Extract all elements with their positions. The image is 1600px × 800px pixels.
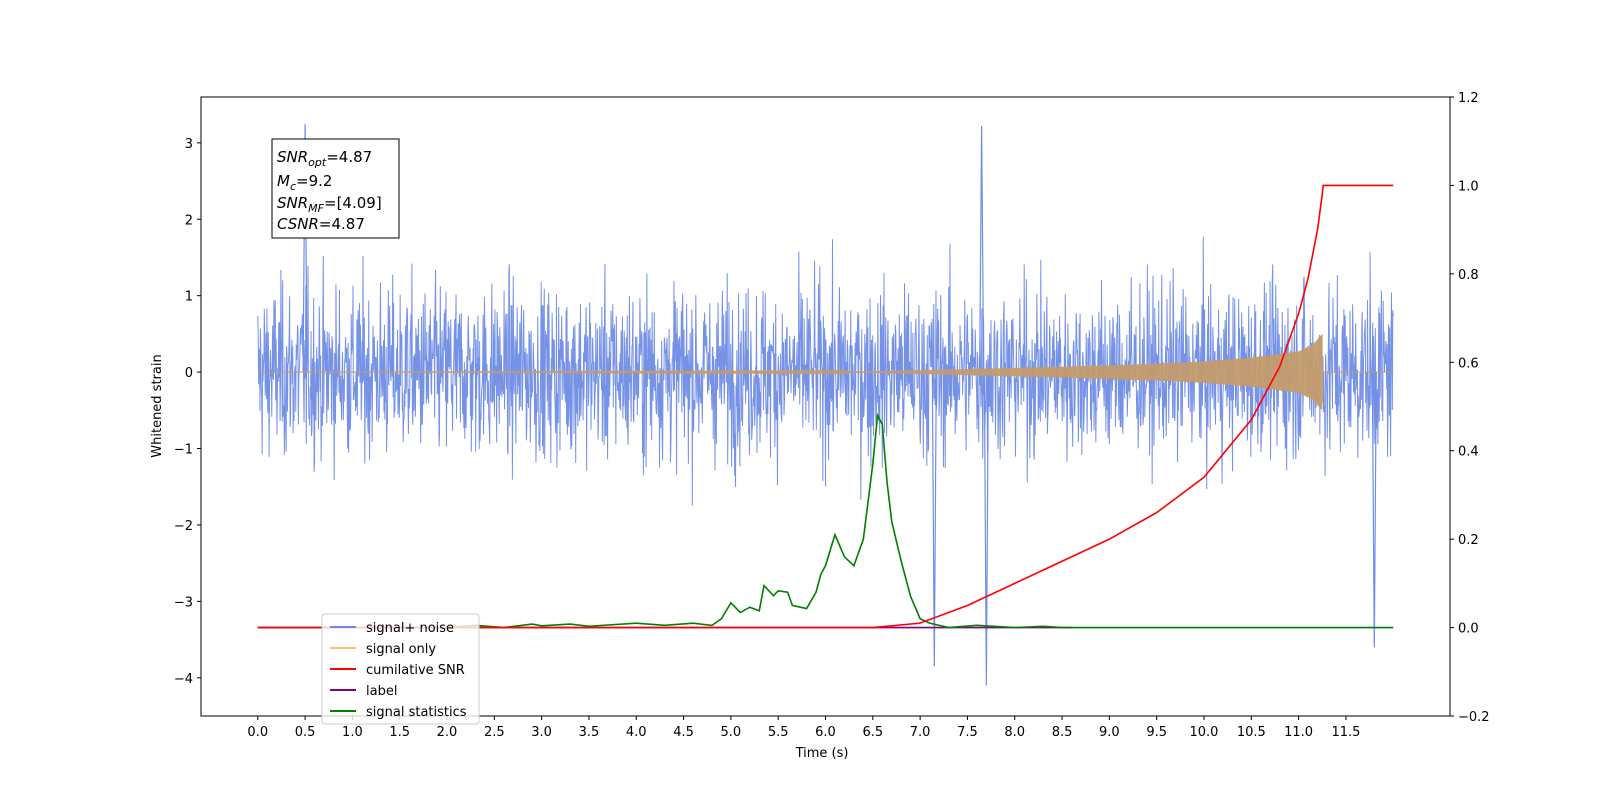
- x-tick-label: 9.0: [1099, 725, 1120, 740]
- x-tick-label: 4.0: [626, 725, 647, 740]
- y-right-tick-label: 0.4: [1458, 445, 1479, 460]
- x-tick-label: 6.0: [815, 725, 836, 740]
- x-tick-label: 2.5: [484, 725, 505, 740]
- x-tick-label: 1.0: [342, 725, 363, 740]
- noise-spike: [1371, 372, 1377, 648]
- signal-only-trace: [257, 334, 1394, 410]
- x-tick-label: 9.5: [1146, 725, 1167, 740]
- left-y-axis: 3 2 1 0 −1 −2 −3 −4: [174, 137, 201, 687]
- x-tick-label: 7.5: [957, 725, 978, 740]
- signal-only-line: [257, 334, 1394, 410]
- noise-spike: [983, 372, 989, 686]
- legend: signal+ noise signal only cumilative SNR la…: [321, 613, 480, 725]
- x-tick-label: 8.5: [1052, 725, 1073, 740]
- y-left-tick-label: 1: [185, 290, 193, 305]
- y-right-tick-label: −0.2: [1458, 710, 1490, 725]
- x-axis-label: Time (s): [795, 746, 849, 761]
- info-box-frame: [271, 138, 400, 239]
- x-tick-label: 5.5: [768, 725, 789, 740]
- x-tick-label: 0.5: [295, 725, 316, 740]
- x-tick-label: 7.0: [910, 725, 931, 740]
- y-right-tick-label: 1.2: [1458, 91, 1479, 106]
- y-right-tick-label: 0.0: [1458, 622, 1479, 637]
- right-y-axis: 1.2 1.0 0.8 0.6 0.4 0.2 0.0 −0.2: [1450, 91, 1490, 725]
- legend-label: signal statistics: [366, 705, 467, 720]
- x-tick-label: 8.0: [1004, 725, 1025, 740]
- info-box: SNRopt=4.87 Mc=9.2 SNRMF=[4.09] CSNR=4.8…: [271, 138, 400, 239]
- info-mc: Mc=9.2: [277, 172, 332, 193]
- x-tick-label: 2.0: [437, 725, 458, 740]
- x-tick-label: 11.0: [1284, 725, 1313, 740]
- legend-label: cumilative SNR: [366, 663, 465, 678]
- legend-label: signal+ noise: [366, 621, 454, 636]
- x-tick-label: 1.5: [389, 725, 410, 740]
- x-tick-label: 0.0: [247, 725, 268, 740]
- x-tick-label: 10.0: [1190, 725, 1219, 740]
- legend-frame: [321, 613, 480, 725]
- cumilative-snr-line: [257, 184, 1394, 629]
- y-left-tick-label: 0: [185, 366, 193, 381]
- x-tick-label: 11.5: [1331, 725, 1360, 740]
- x-tick-label: 5.0: [721, 725, 742, 740]
- x-tick-label: 6.5: [862, 725, 883, 740]
- y-left-tick-label: 3: [185, 137, 193, 152]
- y-right-tick-label: 0.8: [1458, 268, 1479, 283]
- y-left-tick-label: −2: [174, 519, 193, 534]
- y-right-tick-label: 0.2: [1458, 533, 1479, 548]
- x-axis: 0.0 0.5 1.0 1.5 2.0 2.5 3.0 3.5 4.0 4.5 5.0 5.5 6.0 6…: [247, 716, 1360, 740]
- noise-spike: [979, 126, 985, 373]
- y-left-tick-label: −3: [174, 595, 193, 610]
- legend-label: label: [366, 684, 397, 699]
- y-left-tick-label: −1: [174, 443, 193, 458]
- legend-label: signal only: [366, 642, 436, 657]
- info-snr-mf: SNRMF=[4.09]: [277, 194, 382, 215]
- noise-spike: [302, 123, 308, 373]
- y-axis-label-left: Whitened strain: [150, 354, 165, 457]
- x-tick-label: 4.5: [673, 725, 694, 740]
- noise-spike: [931, 372, 937, 667]
- y-left-tick-label: −4: [174, 672, 193, 687]
- y-left-tick-label: 2: [185, 213, 193, 228]
- info-csnr: CSNR=4.87: [277, 215, 365, 233]
- info-snr-opt: SNRopt=4.87: [277, 148, 372, 169]
- x-tick-label: 10.5: [1237, 725, 1266, 740]
- x-tick-label: 3.5: [579, 725, 600, 740]
- x-tick-label: 3.0: [531, 725, 552, 740]
- y-right-tick-label: 1.0: [1458, 179, 1479, 194]
- y-right-tick-label: 0.6: [1458, 356, 1479, 371]
